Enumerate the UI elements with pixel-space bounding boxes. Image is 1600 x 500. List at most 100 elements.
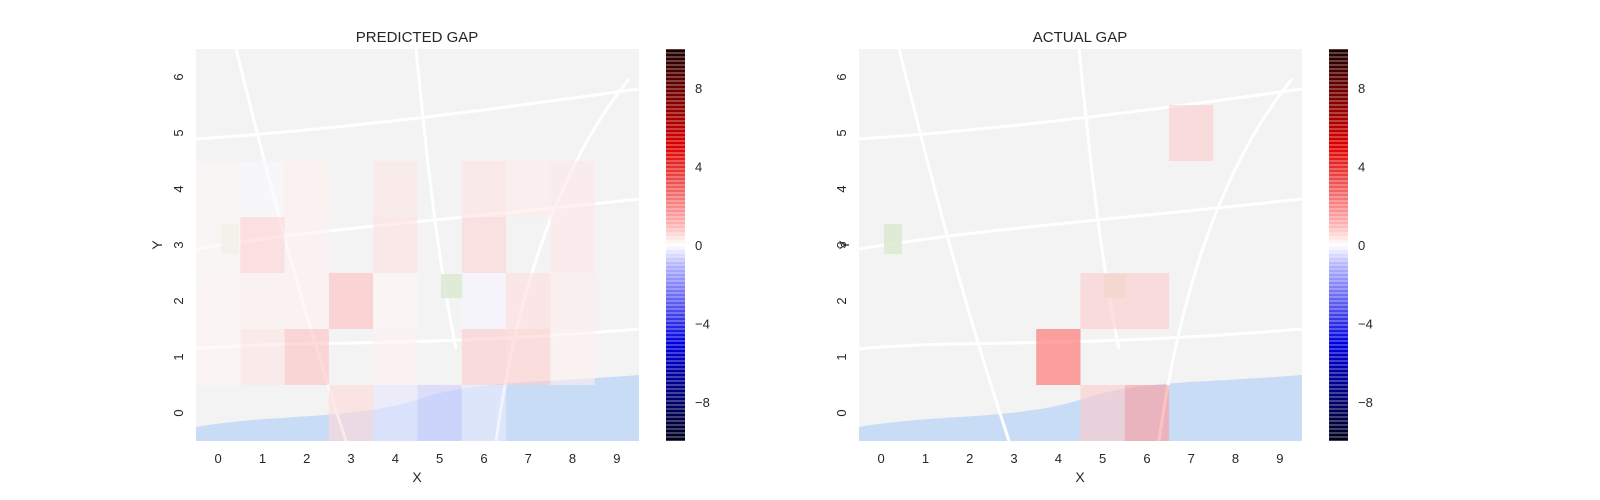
x-tick-label: 4 <box>1055 451 1062 466</box>
colorbar-texture <box>666 49 685 441</box>
heatmap-cell <box>1080 385 1125 441</box>
heatmap-cell <box>506 273 551 329</box>
map-road <box>195 87 640 141</box>
map-road <box>858 87 1303 141</box>
x-tick-label: 7 <box>525 451 532 466</box>
colorbar-tick-label: 4 <box>695 160 702 175</box>
chart-title: ACTUAL GAP <box>1033 29 1127 46</box>
x-tick-label: 8 <box>1232 451 1239 466</box>
heatmap-cell <box>461 217 507 273</box>
heatmap-cell <box>373 273 418 329</box>
heatmap-cell <box>284 161 329 217</box>
y-tick-label: 3 <box>834 241 849 248</box>
y-tick-labels: 0 1 2 3 4 5 6 <box>834 73 849 416</box>
map-park <box>441 274 463 298</box>
heatmap-cell <box>373 217 418 273</box>
actual-gap-panel: ACTUAL GAP 0 1 2 3 4 5 6 7 8 9 0 1 2 3 4 5 6 X Y 8 4 0 −4 −… <box>834 29 1373 485</box>
map-park <box>884 224 902 254</box>
map-road <box>858 327 1303 351</box>
colorbar-tick-label: 0 <box>1358 238 1365 253</box>
x-tick-labels: 0 1 2 3 4 5 6 7 8 9 <box>215 451 621 466</box>
x-tick-label: 2 <box>303 451 310 466</box>
heatmap-cells <box>1036 105 1214 441</box>
x-tick-label: 5 <box>436 451 443 466</box>
colorbar-tick-label: 8 <box>695 81 702 96</box>
heatmap-cell <box>240 161 285 217</box>
x-axis-label: X <box>1075 469 1085 485</box>
heatmap-cell <box>328 385 374 441</box>
heatmap-cell <box>550 217 595 273</box>
map-road <box>414 48 458 350</box>
y-tick-label: 2 <box>171 297 186 304</box>
colorbar-tick-label: 4 <box>1358 160 1365 175</box>
heatmap-cell <box>240 273 285 329</box>
x-tick-labels: 0 1 2 3 4 5 6 7 8 9 <box>878 451 1284 466</box>
x-tick-label: 2 <box>966 451 973 466</box>
heatmap-cell <box>461 329 507 385</box>
y-axis-label: Y <box>149 240 165 250</box>
y-tick-label: 0 <box>834 409 849 416</box>
map-road <box>858 197 1303 251</box>
x-axis-label: X <box>412 469 422 485</box>
y-tick-label: 2 <box>834 297 849 304</box>
heatmap-cells <box>196 161 595 441</box>
heatmap-cell <box>461 273 507 329</box>
colorbar-tick-label: −4 <box>1358 316 1373 331</box>
x-tick-label: 6 <box>480 451 487 466</box>
colorbar-texture <box>1329 49 1348 441</box>
y-tick-label: 6 <box>171 73 186 80</box>
heatmap-cell <box>1124 385 1170 441</box>
heatmap-cell <box>196 273 241 329</box>
x-tick-label: 5 <box>1099 451 1106 466</box>
colorbar-tick-label: −8 <box>1358 395 1373 410</box>
heatmap-cell <box>506 161 551 217</box>
x-tick-label: 9 <box>613 451 620 466</box>
heatmap-cell <box>373 161 418 217</box>
heatmap-cell <box>461 161 507 217</box>
y-tick-label: 4 <box>171 185 186 192</box>
y-tick-label: 3 <box>171 241 186 248</box>
heatmap-cell <box>284 273 329 329</box>
heatmap-cell <box>550 329 595 385</box>
x-tick-label: 6 <box>1143 451 1150 466</box>
heatmap-cell <box>550 161 595 217</box>
x-tick-label: 9 <box>1276 451 1283 466</box>
x-tick-label: 3 <box>1010 451 1017 466</box>
x-tick-label: 7 <box>1188 451 1195 466</box>
x-tick-label: 1 <box>922 451 929 466</box>
y-tick-label: 5 <box>834 129 849 136</box>
heatmap-cell <box>284 217 329 273</box>
x-tick-label: 3 <box>347 451 354 466</box>
map-road <box>1157 78 1294 442</box>
y-tick-label: 1 <box>834 353 849 360</box>
y-tick-label: 6 <box>834 73 849 80</box>
heatmap-cell <box>328 273 374 329</box>
map-road <box>897 48 1011 442</box>
y-tick-label: 5 <box>171 129 186 136</box>
heatmap-cell <box>196 161 241 217</box>
x-tick-label: 1 <box>259 451 266 466</box>
colorbar-tick-label: −4 <box>695 316 710 331</box>
heatmap-cell <box>1169 105 1214 161</box>
heatmap-cell <box>417 385 462 441</box>
x-tick-label: 8 <box>569 451 576 466</box>
heatmap-cell <box>1080 273 1125 329</box>
heatmap-cell <box>373 329 418 385</box>
colorbar: 8 4 0 −4 −8 <box>1329 49 1373 441</box>
x-tick-label: 0 <box>878 451 885 466</box>
chart-title: PREDICTED GAP <box>356 29 479 46</box>
x-tick-label: 0 <box>215 451 222 466</box>
colorbar: 8 4 0 −4 −8 <box>666 49 710 441</box>
y-tick-label: 4 <box>834 185 849 192</box>
heatmap-cell <box>506 329 551 385</box>
y-tick-labels: 0 1 2 3 4 5 6 <box>171 73 186 416</box>
heatmap-cell <box>1124 273 1170 329</box>
heatmap-cell <box>240 329 285 385</box>
colorbar-tick-label: −8 <box>695 395 710 410</box>
heatmap-cell <box>461 385 507 441</box>
heatmap-cell <box>196 329 241 385</box>
y-axis-label: Y <box>836 240 852 250</box>
y-tick-label: 1 <box>171 353 186 360</box>
